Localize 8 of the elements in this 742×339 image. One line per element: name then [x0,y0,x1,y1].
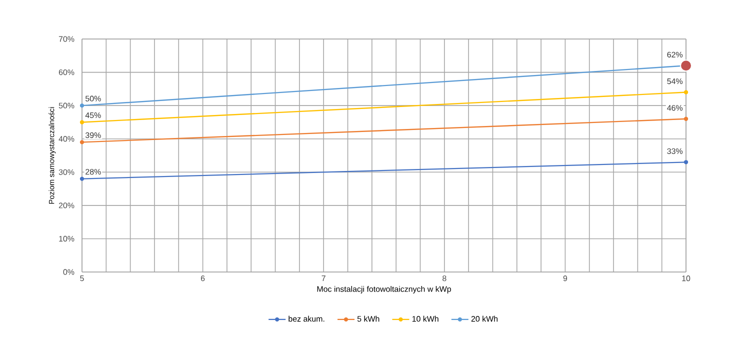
point [80,120,84,124]
point [680,60,692,72]
point [80,176,84,181]
point [684,116,688,121]
point [80,140,84,144]
point [684,90,688,94]
point [80,103,84,108]
point [684,160,688,164]
